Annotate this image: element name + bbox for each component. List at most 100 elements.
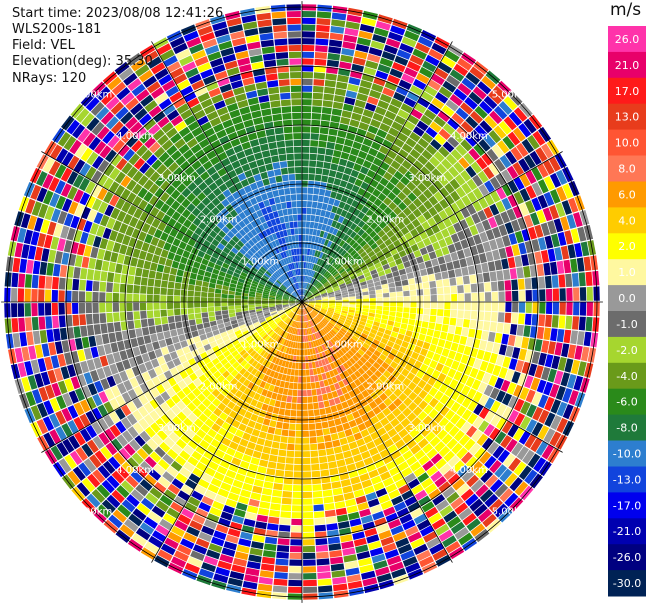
velocity-gate [345, 280, 352, 285]
velocity-gate [346, 463, 357, 472]
velocity-gate [269, 370, 276, 378]
velocity-gate [62, 392, 73, 407]
velocity-gate [439, 405, 450, 417]
velocity-gate [447, 473, 461, 486]
velocity-gate [388, 315, 396, 322]
velocity-gate [465, 493, 479, 507]
velocity-gate [423, 189, 433, 199]
velocity-gate [333, 397, 341, 405]
velocity-gate [297, 315, 300, 322]
velocity-gate [329, 278, 336, 284]
velocity-gate [297, 383, 302, 390]
velocity-gate [246, 223, 254, 231]
velocity-gate [521, 138, 535, 154]
velocity-gate [402, 217, 411, 226]
velocity-gate [262, 333, 269, 340]
velocity-gate [333, 214, 340, 222]
velocity-gate [308, 296, 314, 300]
velocity-gate [335, 297, 342, 301]
velocity-gate [503, 269, 511, 280]
velocity-gate [291, 327, 295, 335]
velocity-gate [83, 458, 97, 473]
velocity-gate [330, 268, 337, 275]
velocity-gate [400, 176, 410, 186]
velocity-gate [212, 225, 221, 234]
velocity-gate [302, 119, 311, 126]
velocity-gate [253, 392, 261, 401]
velocity-gate [414, 489, 428, 501]
velocity-gate [223, 541, 237, 551]
velocity-gate [91, 121, 105, 136]
velocity-gate [363, 175, 373, 185]
velocity-gate [512, 162, 525, 176]
velocity-gate [220, 346, 228, 354]
velocity-gate [311, 288, 317, 293]
velocity-gate [350, 249, 357, 257]
velocity-gate [220, 238, 228, 247]
velocity-gate [294, 457, 302, 465]
velocity-gate [438, 445, 451, 458]
velocity-gate [498, 224, 508, 237]
velocity-gate [44, 356, 53, 371]
velocity-gate [44, 289, 52, 302]
velocity-gate [302, 376, 307, 383]
velocity-gate [240, 237, 248, 245]
velocity-gate [521, 361, 531, 375]
velocity-gate [30, 184, 42, 200]
velocity-gate [283, 477, 293, 485]
velocity-gate [426, 267, 434, 275]
velocity-gate [302, 146, 310, 153]
velocity-gate [404, 30, 420, 42]
velocity-gate [314, 174, 322, 182]
velocity-gate [344, 456, 355, 465]
velocity-gate [214, 264, 222, 271]
velocity-gate [464, 438, 476, 451]
velocity-gate [304, 315, 307, 322]
velocity-gate [378, 327, 386, 333]
velocity-gate [156, 429, 168, 441]
velocity-gate [543, 262, 551, 276]
velocity-gate [191, 197, 201, 207]
velocity-gate [118, 144, 130, 157]
velocity-gate [42, 174, 54, 189]
velocity-gate [425, 366, 435, 376]
velocity-gate [390, 160, 401, 170]
velocity-gate [219, 554, 234, 564]
velocity-gate [262, 295, 269, 299]
velocity-gate [496, 417, 507, 431]
velocity-gate [128, 153, 140, 166]
velocity-gate [428, 48, 444, 61]
velocity-gate [377, 366, 386, 374]
velocity-gate [324, 503, 335, 511]
velocity-gate [203, 356, 211, 365]
velocity-gate [395, 537, 410, 548]
velocity-gate [472, 416, 484, 429]
velocity-gate [326, 324, 332, 331]
velocity-gate [299, 315, 301, 322]
velocity-gate [454, 502, 469, 515]
velocity-gate [427, 217, 437, 227]
velocity-gate [303, 315, 306, 322]
velocity-gate [390, 418, 400, 428]
velocity-gate [262, 488, 273, 496]
velocity-gate [422, 415, 433, 426]
velocity-gate [364, 102, 377, 112]
velocity-gate [270, 503, 281, 511]
velocity-gate [371, 141, 382, 151]
velocity-gate [373, 135, 385, 145]
velocity-gate [85, 195, 96, 209]
velocity-gate [242, 245, 249, 253]
velocity-gate [379, 57, 394, 68]
velocity-gate [404, 472, 417, 484]
velocity-gate [131, 365, 141, 377]
velocity-gate [282, 324, 288, 330]
velocity-gate [307, 293, 312, 298]
velocity-gate [230, 138, 241, 147]
velocity-gate [281, 360, 287, 367]
velocity-gate [368, 147, 379, 157]
velocity-gate [474, 447, 486, 460]
velocity-gate [264, 326, 271, 332]
velocity-gate [171, 394, 181, 404]
velocity-gate [418, 333, 426, 342]
velocity-gate [227, 492, 240, 502]
